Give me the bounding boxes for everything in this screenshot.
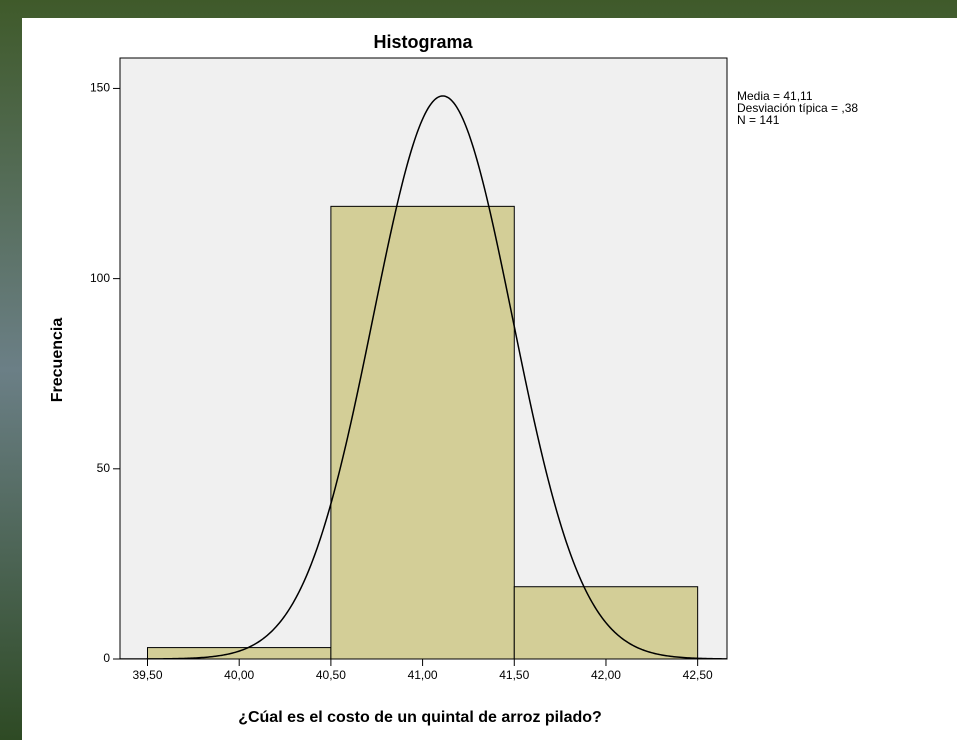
x-tick-label: 41,50 bbox=[499, 668, 529, 682]
stat-mean: Media = 41,11 bbox=[737, 89, 813, 103]
y-tick-label: 0 bbox=[103, 651, 110, 665]
x-tick-label: 39,50 bbox=[132, 668, 162, 682]
x-tick-label: 40,00 bbox=[224, 668, 254, 682]
x-tick-label: 42,00 bbox=[591, 668, 621, 682]
bar bbox=[147, 647, 332, 660]
normal-curve bbox=[120, 95, 727, 659]
y-tick-label: 150 bbox=[90, 81, 110, 95]
y-tick-label: 50 bbox=[97, 461, 111, 475]
stat-sd: Desviación típica = ,38 bbox=[737, 101, 858, 115]
x-axis-label: ¿Cúal es el costo de un quintal de arroz… bbox=[238, 709, 602, 726]
y-tick-label: 100 bbox=[90, 271, 110, 285]
x-tick-label: 41,00 bbox=[408, 668, 438, 682]
y-axis-label: Frecuencia bbox=[49, 318, 66, 403]
stat-n: N = 141 bbox=[737, 113, 780, 127]
bar bbox=[330, 205, 515, 660]
chart-title: Histograma bbox=[373, 32, 473, 52]
x-tick-label: 42,50 bbox=[683, 668, 713, 682]
x-tick-label: 40,50 bbox=[316, 668, 346, 682]
